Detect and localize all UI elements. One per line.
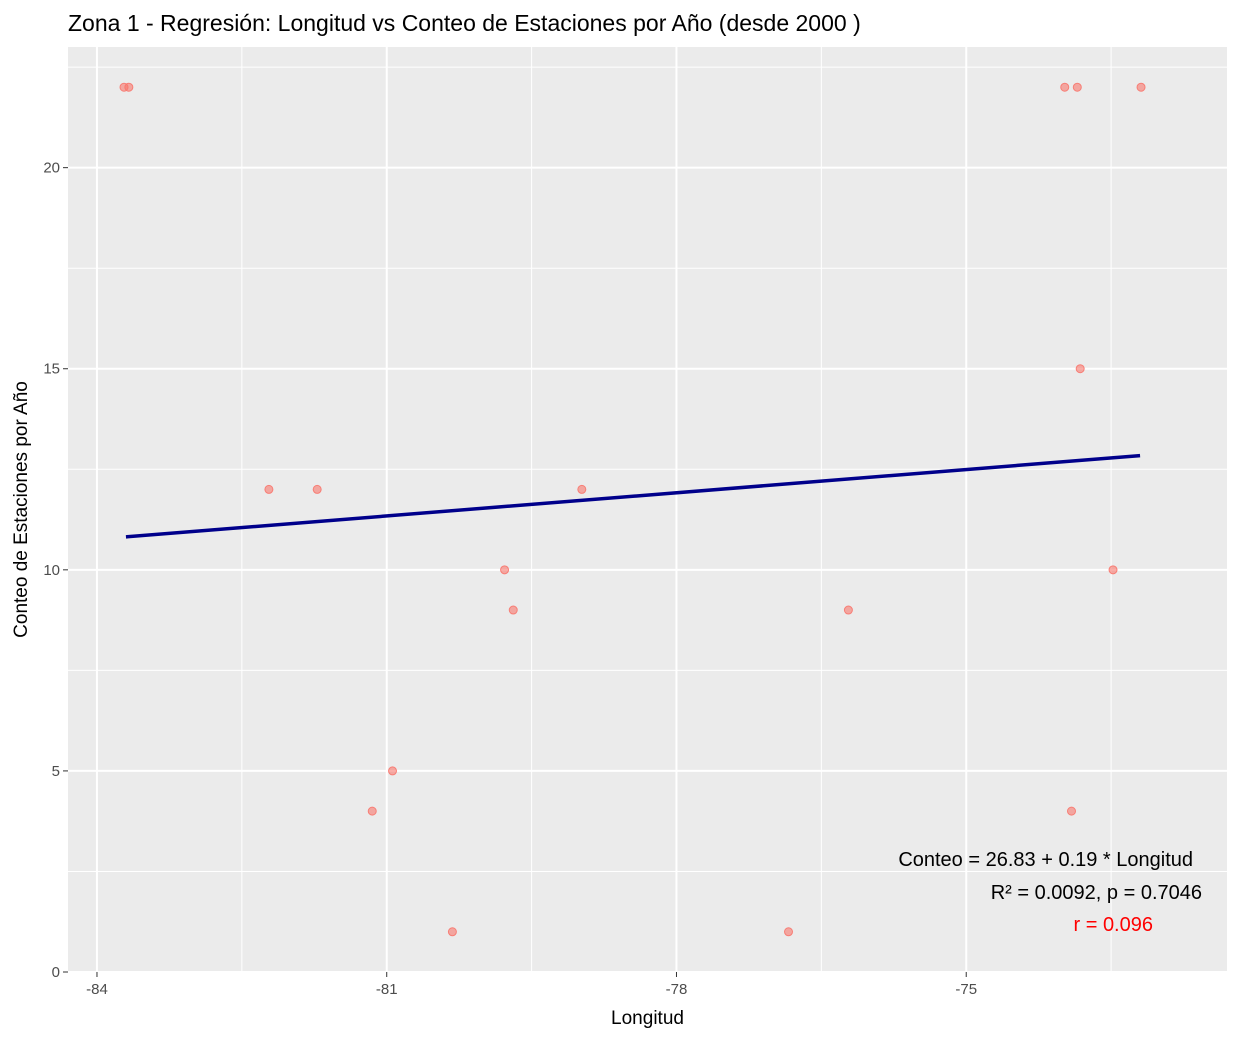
data-point (1067, 806, 1077, 816)
y-tick-label: 20 (43, 160, 60, 177)
data-point (1075, 364, 1085, 374)
data-points (119, 82, 1146, 937)
data-point (508, 605, 518, 615)
plot-panel (68, 47, 1227, 972)
data-point (1108, 565, 1118, 575)
data-point (1072, 82, 1082, 92)
regression-equation: Conteo = 26.83 + 0.19 * Longitud (898, 849, 1193, 871)
data-point (577, 484, 587, 494)
x-tick-label: -75 (955, 981, 977, 998)
correlation-label: r = 0.096 (1073, 914, 1153, 936)
major-gridlines (68, 47, 1227, 973)
data-point (1060, 82, 1070, 92)
axis-ticks: -84 -81 -78 -75 0 5 10 15 20 (43, 160, 977, 998)
data-point (843, 605, 853, 615)
y-axis-title: Conteo de Estaciones por Año (11, 381, 32, 638)
y-tick-label: 10 (43, 562, 60, 579)
data-point (447, 927, 457, 937)
data-point (312, 484, 322, 494)
x-axis-title: Longitud (611, 1008, 684, 1029)
y-tick-label: 5 (52, 763, 60, 780)
chart-title: Zona 1 - Regresión: Longitud vs Conteo d… (68, 10, 861, 36)
x-tick-label: -84 (86, 981, 108, 998)
y-tick-label: 15 (43, 361, 60, 378)
data-point (1136, 82, 1146, 92)
data-point (264, 484, 274, 494)
data-point (784, 927, 794, 937)
regression-line (125, 453, 1141, 539)
data-point (500, 565, 510, 575)
minor-gridlines (68, 47, 1227, 972)
regression-stats: R² = 0.0092, p = 0.7046 (991, 882, 1202, 904)
x-tick-label: -81 (376, 981, 398, 998)
x-tick-label: -78 (666, 981, 688, 998)
data-point (367, 806, 377, 816)
data-point (124, 82, 134, 92)
y-tick-label: 0 (52, 964, 60, 981)
data-point (388, 766, 398, 776)
